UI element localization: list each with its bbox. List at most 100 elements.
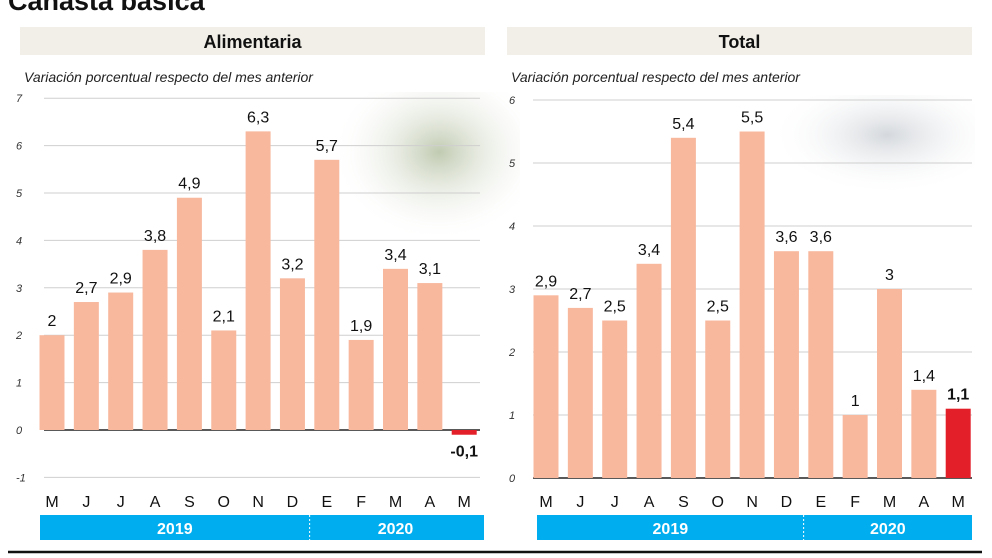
data-label: 1	[851, 393, 860, 410]
bar	[73, 302, 99, 430]
y-tick-label: 1	[509, 410, 515, 422]
bar	[773, 251, 799, 478]
year-label: 2019	[653, 521, 689, 538]
page-title: Canasta básica	[8, 0, 205, 16]
x-tick-label: N	[746, 494, 758, 511]
year-label: 2020	[870, 521, 906, 538]
y-tick-label: 0	[509, 473, 516, 485]
bar	[279, 278, 305, 430]
data-label: 6,3	[247, 109, 269, 126]
data-label: 3,6	[775, 229, 797, 246]
y-tick-label: 4	[16, 235, 22, 247]
data-label: 3,4	[638, 242, 660, 259]
bar	[314, 159, 340, 430]
bar	[842, 415, 868, 478]
year-label: 2020	[378, 521, 414, 538]
y-tick-label: 3	[16, 283, 23, 295]
year-band	[40, 515, 484, 540]
y-tick-label: 0	[16, 425, 23, 437]
bar	[636, 263, 662, 478]
bar	[670, 137, 696, 479]
bar	[176, 197, 202, 430]
x-tick-label: F	[356, 494, 366, 511]
data-label: 3,8	[144, 228, 166, 245]
bar	[383, 268, 408, 430]
panel-subtitle: Variación porcentual respecto del mes an…	[511, 69, 801, 85]
y-tick-label: 6	[16, 141, 23, 153]
y-tick-label: 2	[508, 347, 515, 359]
bar	[211, 330, 237, 430]
data-label: -0,1	[450, 444, 478, 461]
x-tick-label: M	[539, 494, 552, 511]
bar	[567, 307, 593, 478]
x-tick-label: M	[45, 494, 58, 511]
x-tick-label: M	[952, 494, 965, 511]
x-tick-label: D	[287, 494, 299, 511]
bar	[108, 292, 134, 430]
data-label: 2,5	[604, 299, 626, 316]
y-tick-label: 6	[509, 95, 516, 107]
x-tick-label: M	[389, 494, 402, 511]
data-label: 4,9	[178, 176, 200, 193]
x-tick-label: J	[117, 494, 125, 511]
x-tick-label: E	[815, 494, 826, 511]
data-label: 5,5	[741, 110, 763, 127]
x-tick-label: A	[150, 494, 161, 511]
data-label: 5,7	[316, 138, 338, 155]
data-label: 2,5	[707, 299, 729, 316]
data-label: 2,1	[213, 308, 235, 325]
bar	[451, 430, 477, 435]
bar	[945, 408, 971, 478]
panel-title: Total	[719, 32, 761, 52]
x-tick-label: A	[919, 494, 930, 511]
x-tick-label: J	[82, 494, 90, 511]
x-tick-label: F	[850, 494, 860, 511]
data-label: 3,1	[419, 261, 441, 278]
data-label: 1,9	[350, 318, 372, 335]
data-label: 2,7	[569, 286, 591, 303]
data-label: 3,4	[384, 247, 406, 264]
panel-subtitle: Variación porcentual respecto del mes an…	[24, 69, 314, 85]
x-tick-label: N	[252, 494, 264, 511]
data-label: 2	[48, 313, 57, 330]
x-tick-label: J	[611, 494, 619, 511]
x-tick-label: D	[781, 494, 793, 511]
x-tick-label: J	[576, 494, 584, 511]
panel-title: Alimentaria	[203, 32, 302, 52]
bar	[348, 339, 374, 430]
x-tick-label: S	[678, 494, 689, 511]
bar	[142, 249, 168, 430]
y-tick-label: 5	[16, 188, 23, 200]
x-tick-label: E	[321, 494, 332, 511]
bar	[739, 131, 765, 478]
x-tick-label: M	[458, 494, 471, 511]
year-band	[537, 515, 972, 540]
data-label: 2,7	[75, 280, 97, 297]
x-tick-label: O	[218, 494, 230, 511]
y-tick-label: -1	[16, 472, 26, 484]
data-label: 1,1	[947, 387, 969, 404]
bar	[245, 131, 271, 430]
data-label: 2,9	[110, 271, 132, 288]
y-tick-label: 7	[16, 93, 23, 105]
year-label: 2019	[157, 521, 193, 538]
panel-header	[507, 27, 972, 55]
bar	[877, 289, 902, 478]
y-tick-label: 4	[509, 221, 515, 233]
data-label: 1,4	[913, 368, 935, 385]
bar	[705, 320, 731, 478]
x-tick-label: S	[184, 494, 195, 511]
bar	[911, 389, 937, 478]
y-tick-label: 3	[509, 284, 516, 296]
bar	[533, 295, 559, 478]
x-tick-label: O	[712, 494, 724, 511]
y-tick-label: 5	[509, 158, 516, 170]
data-label: 2,9	[535, 273, 557, 290]
bar	[39, 335, 65, 430]
y-tick-label: 1	[16, 378, 22, 390]
x-tick-label: M	[883, 494, 896, 511]
panel-header	[20, 27, 485, 55]
y-tick-label: 2	[15, 330, 22, 342]
bar	[417, 283, 443, 430]
calculator-photo	[780, 95, 975, 195]
